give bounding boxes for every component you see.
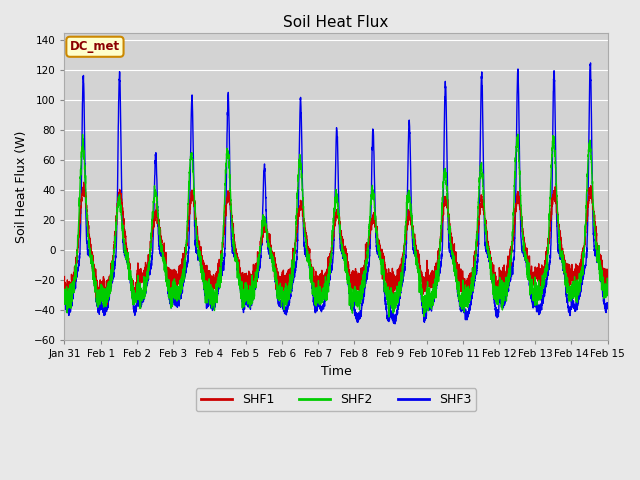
SHF3 [603,301,611,307]
Legend: SHF1, SHF2, SHF3: SHF1, SHF2, SHF3 [196,388,476,411]
SHF3 [604,300,611,306]
SHF1 [603,266,611,272]
Line: SHF3: SHF3 [65,63,607,324]
Y-axis label: Soil Heat Flux (W): Soil Heat Flux (W) [15,130,28,243]
SHF3 [391,321,399,327]
Line: SHF1: SHF1 [65,182,607,304]
SHF3 [61,295,68,300]
SHF1 [489,280,497,286]
SHF2 [61,287,68,293]
SHF2 [458,290,465,296]
SHF1 [159,242,166,248]
SHF2 [514,132,522,137]
SHF1 [428,278,436,284]
SHF3 [458,301,465,307]
Text: DC_met: DC_met [70,40,120,53]
SHF2 [604,292,611,298]
SHF1 [604,280,611,286]
Title: Soil Heat Flux: Soil Heat Flux [284,15,388,30]
SHF2 [428,291,435,297]
SHF3 [587,60,595,66]
SHF2 [158,246,166,252]
SHF1 [103,301,111,307]
SHF1 [316,279,324,285]
SHF2 [603,282,611,288]
X-axis label: Time: Time [321,365,351,378]
SHF3 [428,306,435,312]
SHF1 [80,180,88,185]
Line: SHF2: SHF2 [65,134,607,317]
SHF1 [458,269,466,275]
SHF2 [316,292,323,298]
SHF2 [385,314,393,320]
SHF1 [61,274,68,279]
SHF3 [158,251,166,256]
SHF3 [316,300,323,306]
SHF3 [488,277,496,283]
SHF2 [488,281,496,287]
